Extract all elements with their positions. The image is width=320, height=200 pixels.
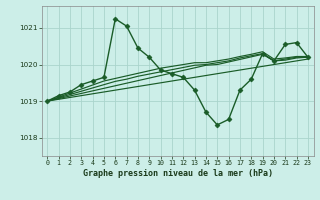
X-axis label: Graphe pression niveau de la mer (hPa): Graphe pression niveau de la mer (hPa) <box>83 169 273 178</box>
